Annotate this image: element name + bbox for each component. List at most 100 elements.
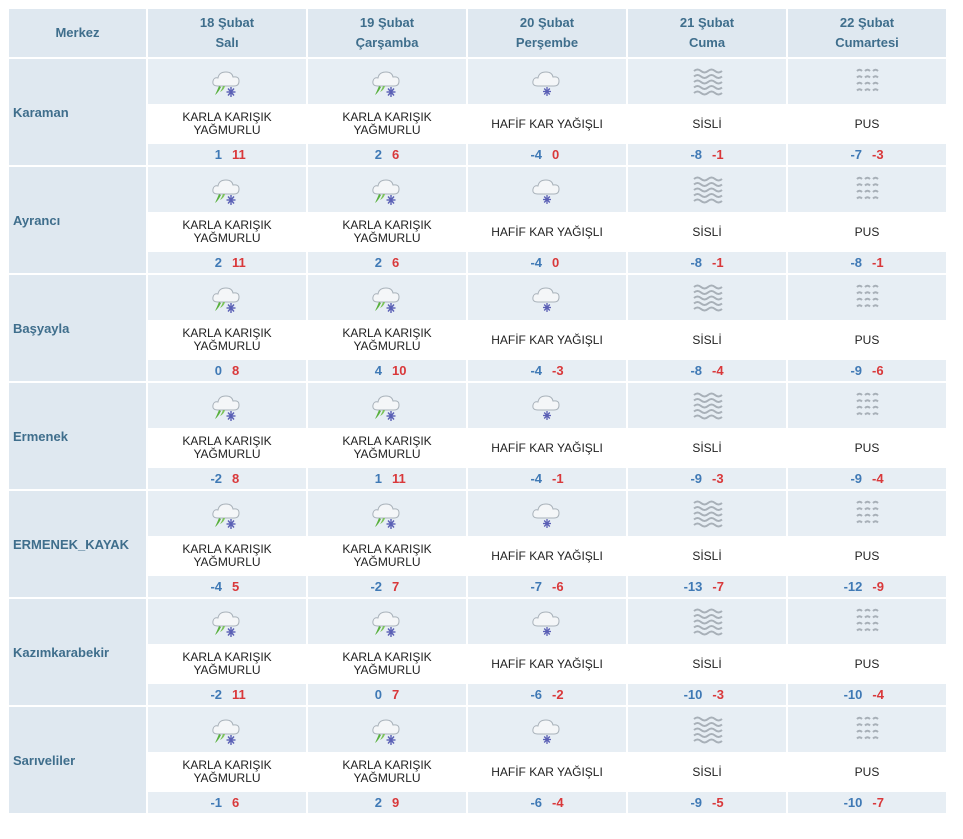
temperature-cell: -2 8 (148, 468, 306, 489)
description-line: HAFİF KAR YAĞIŞLI (491, 116, 603, 131)
weather-description: PUS (788, 430, 946, 466)
weather-icon-cell (308, 59, 466, 104)
day-date: 18 Şubat (199, 15, 255, 30)
description-line: KARLA KARIŞIK (182, 542, 272, 556)
center-name: Kazımkarabekir (9, 599, 146, 705)
forecast-row-descriptions: KARLA KARIŞIK YAĞMURLU KARLA KARIŞIK YAĞMUR… (9, 106, 946, 142)
forecast-row-icons: Ermenek (9, 383, 946, 489)
weather-description: HAFİF KAR YAĞIŞLI (468, 214, 626, 250)
weather-icon-cell (788, 707, 946, 752)
weather-icon-cell (628, 275, 786, 320)
temperature-cell: -8 -1 (788, 252, 946, 273)
weather-description: SİSLİ (628, 430, 786, 466)
min-temperature: -9 (690, 471, 702, 486)
weather-icon-cell (308, 707, 466, 752)
min-temperature: 2 (374, 795, 382, 810)
min-temperature: -2 (210, 687, 222, 702)
min-temperature: 2 (214, 255, 222, 270)
min-temperature: 1 (214, 147, 222, 162)
max-temperature: -6 (872, 363, 884, 378)
day-date: 19 Şubat (359, 15, 415, 30)
max-temperature: -4 (872, 687, 884, 702)
weather-description: HAFİF KAR YAĞIŞLI (468, 430, 626, 466)
light-snow-icon (468, 605, 626, 639)
max-temperature: 11 (232, 147, 246, 162)
min-temperature: -4 (530, 363, 542, 378)
forecast-row-temperatures: -4 5 -2 7 -7 -6 -13 -7 -12 -9 (9, 576, 946, 597)
light-snow-icon (468, 497, 626, 531)
weather-icon-cell (308, 275, 466, 320)
forecast-row-temperatures: 2 11 2 6 -4 0 -8 -1 -8 -1 (9, 252, 946, 273)
temperature-cell: -9 -5 (628, 792, 786, 813)
weather-icon-cell (468, 599, 626, 644)
weather-description: KARLA KARIŞIK YAĞMURLU (308, 646, 466, 682)
max-temperature: 7 (392, 687, 400, 702)
max-temperature: -7 (872, 795, 884, 810)
day-weekday: Cuma (688, 35, 726, 50)
description-line: PUS (854, 224, 880, 239)
description-line: YAĞMURLU (353, 663, 421, 677)
max-temperature: -1 (712, 147, 724, 162)
weather-icon-cell (468, 707, 626, 752)
description-line: KARLA KARIŞIK (342, 434, 432, 448)
weather-icon-cell (628, 491, 786, 536)
haze-icon (788, 497, 946, 531)
forecast-row-descriptions: KARLA KARIŞIK YAĞMURLU KARLA KARIŞIK YAĞMUR… (9, 430, 946, 466)
weather-description: PUS (788, 538, 946, 574)
center-name: Sarıveliler (9, 707, 146, 813)
max-temperature: 6 (392, 147, 400, 162)
light-snow-icon (468, 713, 626, 747)
light-snow-icon (468, 389, 626, 423)
description-line: HAFİF KAR YAĞIŞLI (491, 548, 603, 563)
weather-description: KARLA KARIŞIK YAĞMURLU (148, 106, 306, 142)
description-line: KARLA KARIŞIK (182, 650, 272, 664)
haze-icon (788, 65, 946, 99)
sleet-icon (308, 497, 466, 531)
weather-description: SİSLİ (628, 322, 786, 358)
min-temperature: -9 (850, 363, 862, 378)
min-temperature: -9 (850, 471, 862, 486)
min-temperature: -4 (530, 255, 542, 270)
min-temperature: -10 (843, 795, 863, 810)
weather-icon-cell (788, 59, 946, 104)
max-temperature: -3 (712, 471, 724, 486)
temperature-cell: 1 11 (148, 144, 306, 165)
description-line: YAĞMURLU (353, 339, 421, 353)
min-temperature: -7 (530, 579, 542, 594)
sleet-icon (148, 389, 306, 423)
max-temperature: -3 (712, 687, 724, 702)
min-temperature: -9 (690, 795, 702, 810)
min-temperature: 2 (374, 255, 382, 270)
forecast-row-icons: Başyayla (9, 275, 946, 381)
weather-icon-cell (308, 383, 466, 428)
column-header-center: Merkez (9, 9, 146, 57)
description-line: YAĞMURLU (193, 771, 261, 785)
description-line: KARLA KARIŞIK (342, 758, 432, 772)
temperature-cell: -8 -1 (628, 144, 786, 165)
day-weekday: Çarşamba (355, 35, 419, 50)
forecast-row-icons: Kazımkarabekir (9, 599, 946, 705)
description-line: KARLA KARIŞIK (182, 434, 272, 448)
sleet-icon (308, 605, 466, 639)
weather-icon-cell (148, 167, 306, 212)
weather-icon-cell (788, 491, 946, 536)
forecast-row-icons: ERMENEK_KAYAK (9, 491, 946, 597)
haze-icon (788, 389, 946, 423)
weather-icon-cell (148, 491, 306, 536)
weather-description: KARLA KARIŞIK YAĞMURLU (148, 646, 306, 682)
temperature-cell: -9 -6 (788, 360, 946, 381)
forecast-row-descriptions: KARLA KARIŞIK YAĞMURLU KARLA KARIŞIK YAĞMUR… (9, 214, 946, 250)
min-temperature: -8 (690, 147, 702, 162)
max-temperature: 11 (232, 687, 246, 702)
forecast-table: Merkez 18 Şubat Salı 19 Şubat Çarşamba 2… (7, 7, 948, 815)
weather-description: HAFİF KAR YAĞIŞLI (468, 322, 626, 358)
weather-icon-cell (148, 275, 306, 320)
min-temperature: 1 (374, 471, 382, 486)
max-temperature: 6 (232, 795, 240, 810)
sleet-icon (148, 65, 306, 99)
description-line: YAĞMURLU (353, 231, 421, 245)
description-line: YAĞMURLU (193, 123, 261, 137)
description-line: YAĞMURLU (353, 771, 421, 785)
description-line: SİSLİ (692, 332, 722, 347)
